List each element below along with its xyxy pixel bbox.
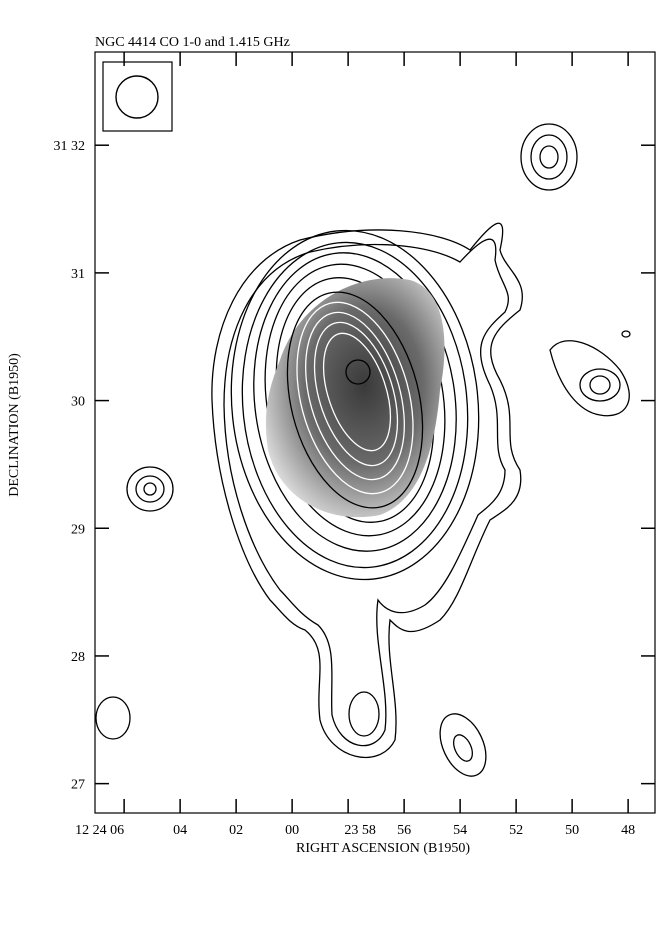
x-tick-label: 12 24 06 bbox=[75, 823, 124, 838]
y-tick-label: 31 32 bbox=[54, 139, 86, 154]
x-tick-label: 23 58 bbox=[344, 823, 376, 838]
plot-frame bbox=[94, 51, 656, 814]
x-tick-label: 48 bbox=[621, 823, 635, 838]
beam bbox=[115, 75, 159, 119]
y-tick-label: 30 bbox=[71, 395, 85, 410]
x-axis-label: RIGHT ASCENSION (B1950) bbox=[296, 841, 470, 856]
x-tick-label: 54 bbox=[453, 823, 467, 838]
x-tick-label: 02 bbox=[229, 823, 243, 838]
x-tick-label: 52 bbox=[509, 823, 523, 838]
y-tick-label: 29 bbox=[71, 522, 85, 537]
contours bbox=[95, 123, 631, 777]
y-tick-label: 27 bbox=[71, 778, 85, 793]
beam-box bbox=[102, 61, 173, 132]
x-tick-label: 04 bbox=[173, 823, 187, 838]
x-tick-label: 50 bbox=[565, 823, 579, 838]
y-tick-label: 31 bbox=[71, 267, 85, 282]
y-axis-label: DECLINATION (B1950) bbox=[7, 353, 22, 497]
y-tick-label: 28 bbox=[71, 650, 85, 665]
chart-title: NGC 4414 CO 1-0 and 1.415 GHz bbox=[95, 35, 290, 50]
x-tick-label: 56 bbox=[397, 823, 411, 838]
x-tick-label: 00 bbox=[285, 823, 299, 838]
